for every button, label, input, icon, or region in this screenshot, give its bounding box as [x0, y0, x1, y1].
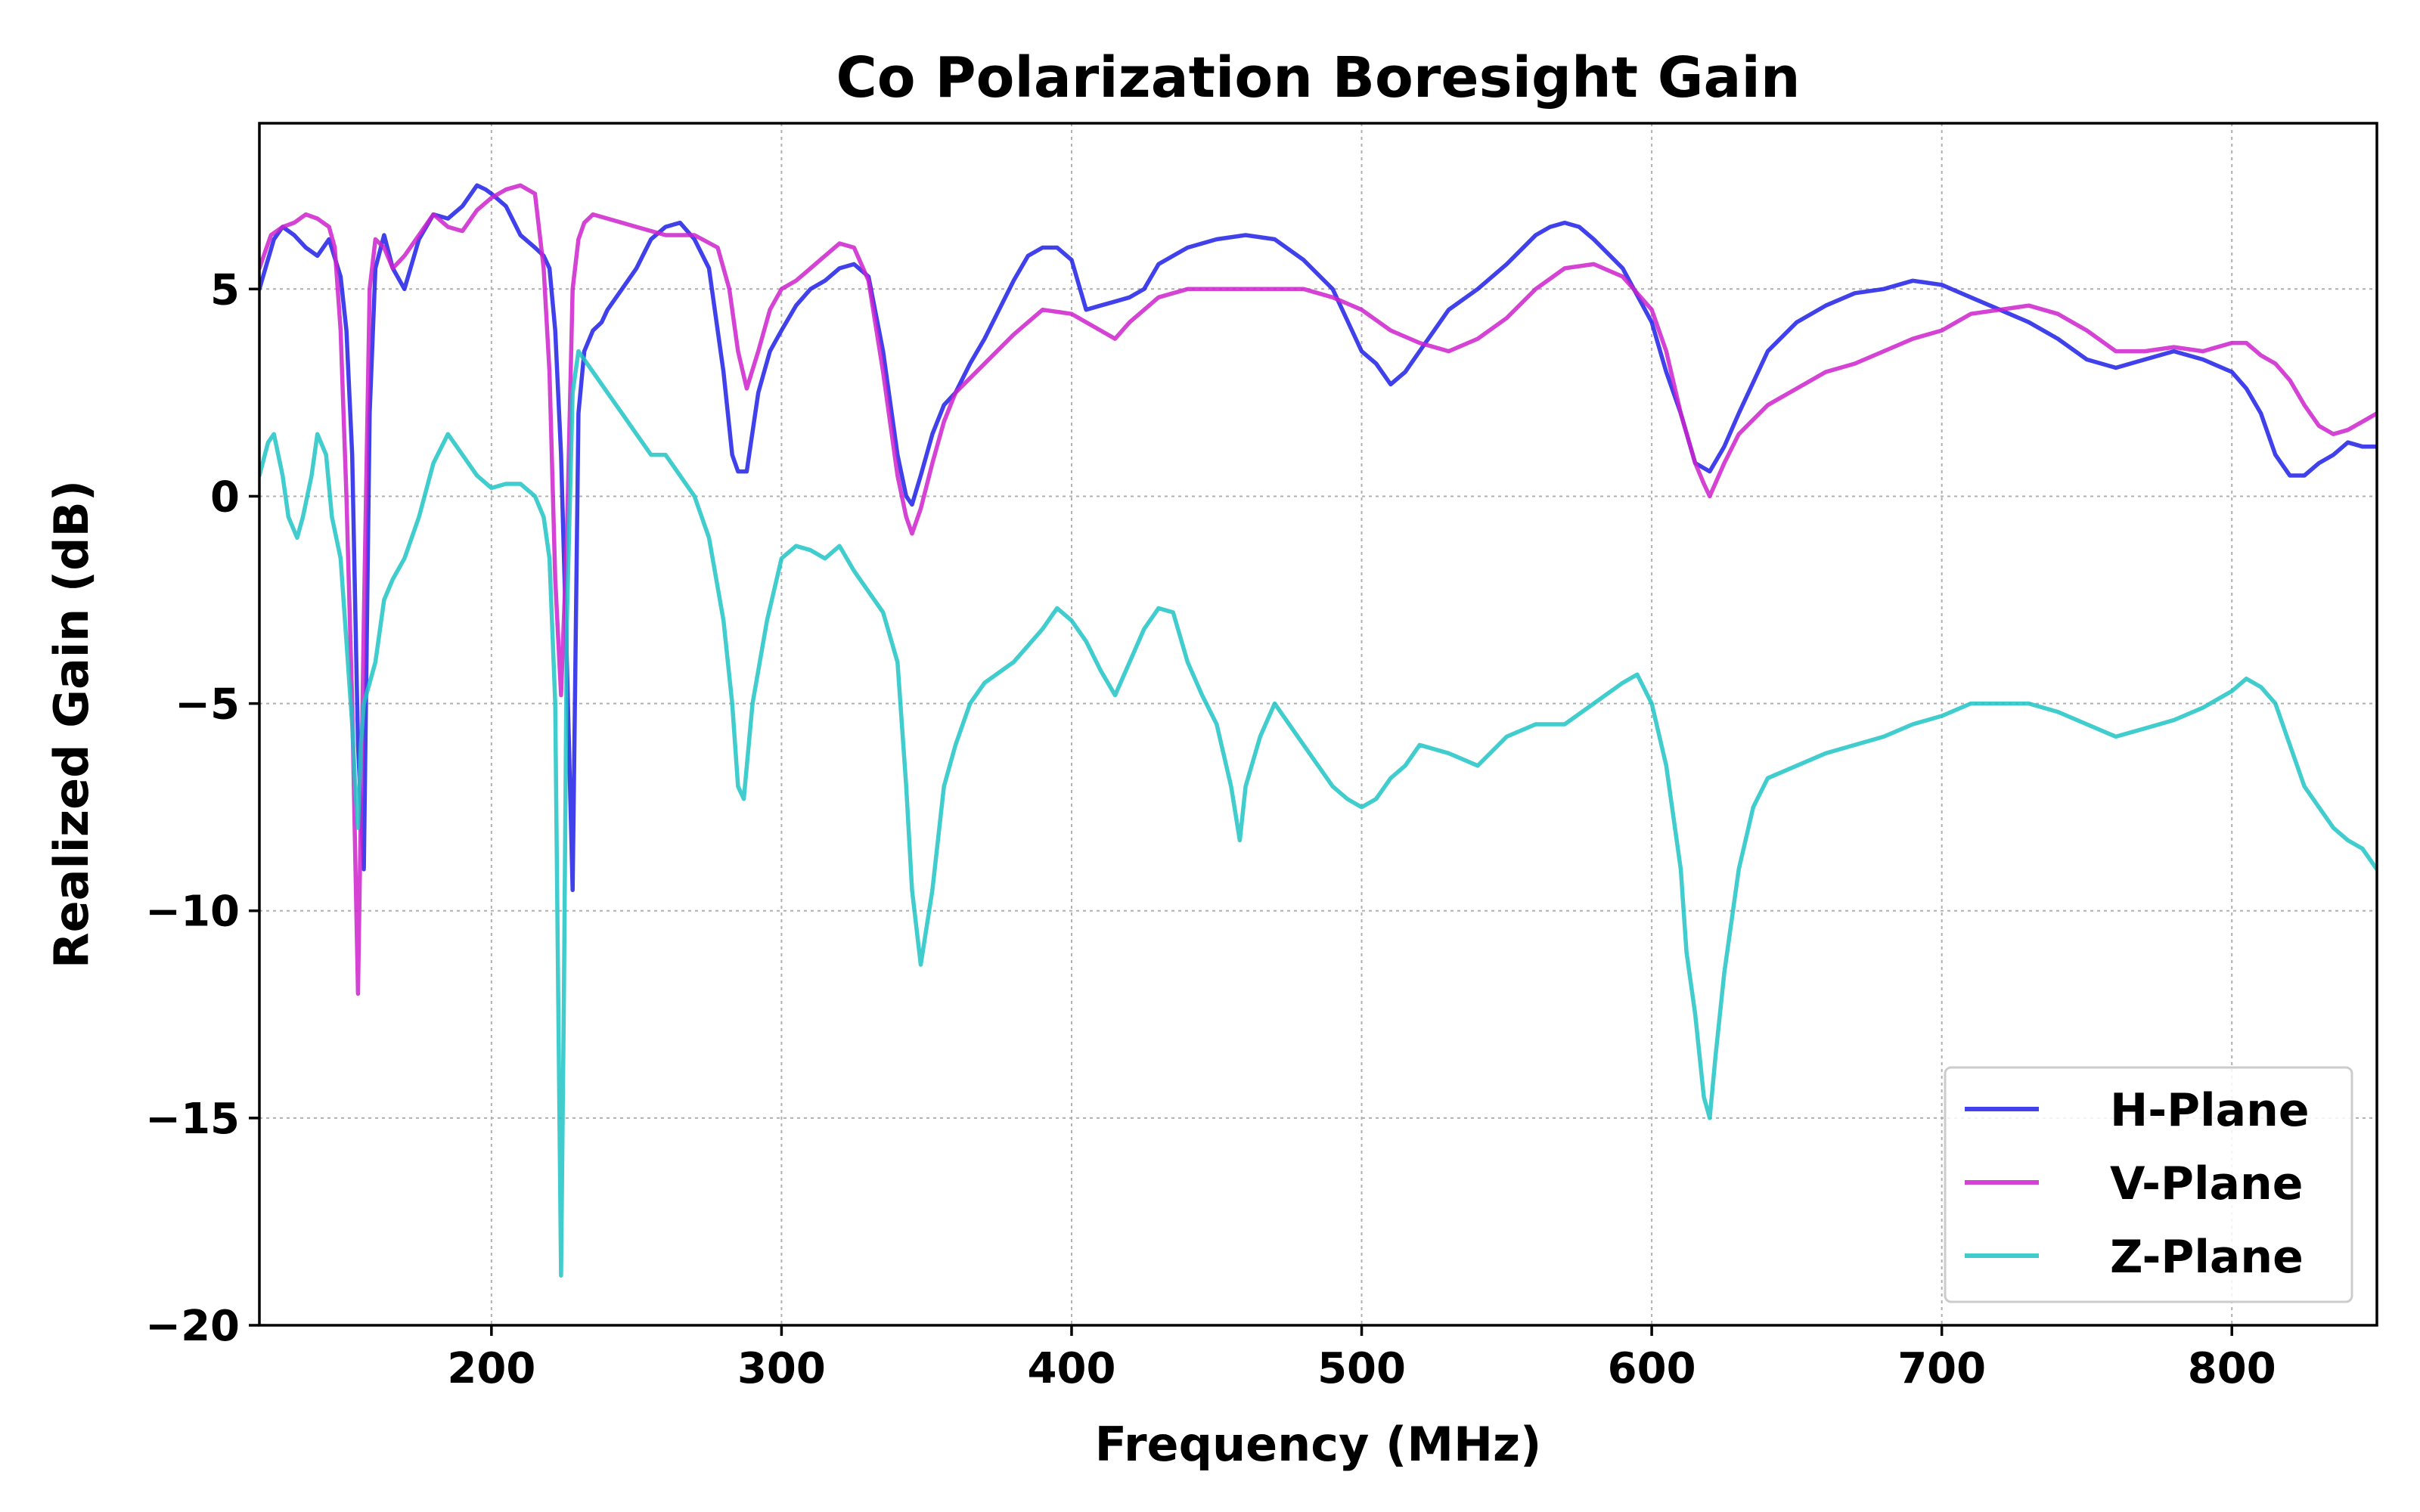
- y-tick-label: −15: [145, 1095, 240, 1144]
- chart-title: Co Polarization Boresight Gain: [836, 45, 1800, 110]
- plot-frame: [258, 122, 2378, 1327]
- legend-label: Z-Plane: [2110, 1231, 2304, 1284]
- y-tick-label: −20: [145, 1302, 240, 1351]
- y-tick-label: 5: [210, 265, 240, 314]
- x-tick-label: 700: [1897, 1344, 1986, 1393]
- x-tick-label: 800: [2188, 1344, 2276, 1393]
- tick-layer: 200 300 400 500 600 700 800 5 0 −5 −10 −15 −20: [145, 265, 2276, 1393]
- series-line-z-plane: [259, 349, 2377, 1278]
- legend: H-Plane V-Plane Z-Plane: [1944, 1066, 2353, 1303]
- y-tick-label: 0: [210, 472, 240, 522]
- x-tick-label: 200: [447, 1344, 535, 1393]
- legend-label: V-Plane: [2110, 1157, 2303, 1210]
- legend-box: [1944, 1066, 2353, 1303]
- y-tick-label: −5: [175, 680, 240, 730]
- x-tick-label: 600: [1608, 1344, 1696, 1393]
- x-tick-label: 500: [1317, 1344, 1406, 1393]
- x-tick-label: 300: [737, 1344, 826, 1393]
- series-layer: [259, 183, 2377, 1278]
- legend-label: H-Plane: [2110, 1084, 2310, 1137]
- series-line-v-plane: [259, 183, 2377, 996]
- y-axis-label: Realized Gain (dB): [44, 480, 99, 968]
- y-tick-label: −10: [145, 888, 240, 937]
- x-tick-label: 400: [1028, 1344, 1116, 1393]
- x-axis-label: Frequency (MHz): [1095, 1417, 1542, 1472]
- series-line-h-plane: [259, 183, 2377, 893]
